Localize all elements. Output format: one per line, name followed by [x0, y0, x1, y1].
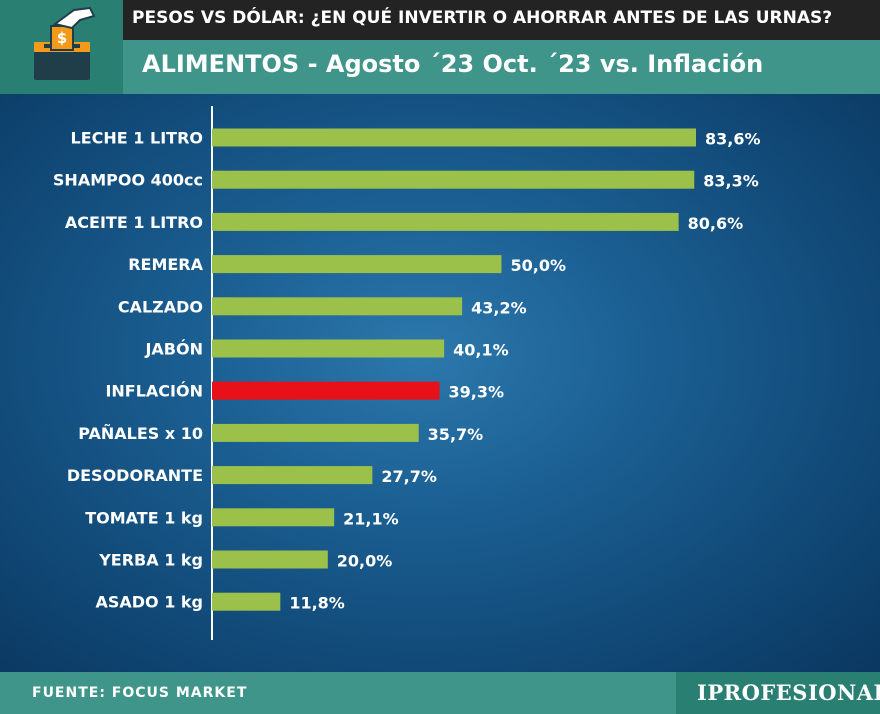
- chart-title: ALIMENTOS - Agosto ´23 Oct. ´23 vs. Infl…: [142, 50, 764, 78]
- value-label: 43,2%: [471, 298, 527, 317]
- bar: [212, 170, 695, 189]
- bar: [212, 550, 328, 569]
- value-label: 11,8%: [289, 594, 345, 613]
- source-label: FUENTE: FOCUS MARKET: [32, 685, 248, 701]
- category-label: PAÑALES x 10: [78, 424, 203, 443]
- brand-logo: IPROFESIONAL: [697, 680, 880, 705]
- ballot-box-icon: $: [34, 6, 96, 80]
- category-label: CALZADO: [118, 297, 203, 316]
- category-label: ASADO 1 kg: [95, 593, 203, 612]
- category-label: REMERA: [128, 255, 203, 274]
- value-label: 27,7%: [381, 467, 437, 486]
- bar: [212, 297, 463, 316]
- bar-highlight: [212, 381, 440, 400]
- category-label: TOMATE 1 kg: [85, 508, 203, 527]
- value-label: 39,3%: [449, 383, 505, 402]
- bar: [212, 212, 679, 231]
- value-label: 83,6%: [705, 130, 761, 149]
- bar: [212, 255, 502, 274]
- brand-box: [676, 672, 880, 714]
- category-label: INFLACIÓN: [105, 382, 203, 401]
- value-label: 40,1%: [453, 341, 509, 360]
- value-label: 83,3%: [703, 172, 759, 191]
- value-label: 21,1%: [343, 509, 399, 528]
- plot-area: [0, 94, 880, 672]
- value-label: 35,7%: [428, 425, 484, 444]
- category-label: JABÓN: [144, 340, 203, 359]
- category-label: ACEITE 1 LITRO: [65, 213, 203, 232]
- bar: [212, 592, 281, 611]
- bar: [212, 466, 373, 485]
- bar: [212, 423, 419, 442]
- category-label: LECHE 1 LITRO: [71, 129, 203, 148]
- header-top-bar: [0, 0, 880, 40]
- bar: [212, 339, 445, 358]
- bar: [212, 508, 335, 527]
- hand-icon: [52, 6, 96, 30]
- bar: [212, 128, 696, 147]
- category-label: SHAMPOO 400cc: [53, 171, 203, 190]
- category-label: YERBA 1 kg: [98, 551, 203, 570]
- dollar-symbol: $: [57, 29, 67, 47]
- category-label: DESODORANTE: [67, 466, 203, 485]
- value-label: 50,0%: [510, 256, 566, 275]
- value-label: 20,0%: [337, 552, 393, 571]
- logo-box: $: [0, 0, 123, 94]
- super-title: PESOS VS DÓLAR: ¿EN QUÉ INVERTIR O AHORR…: [132, 8, 833, 28]
- title-band: [123, 40, 880, 94]
- value-label: 80,6%: [688, 214, 744, 233]
